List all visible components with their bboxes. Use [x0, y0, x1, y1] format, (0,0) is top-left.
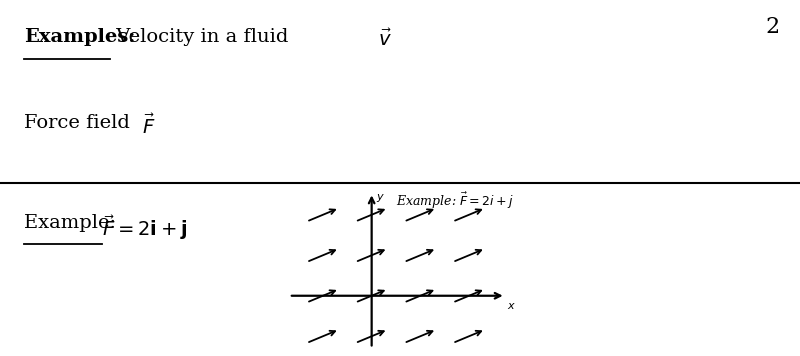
Text: $\vec{v}$: $\vec{v}$ — [378, 28, 392, 50]
Text: $\vec{F} = 2\mathbf{i} + \mathbf{j}$: $\vec{F} = 2\mathbf{i} + \mathbf{j}$ — [102, 214, 186, 242]
Text: $x$: $x$ — [507, 300, 516, 310]
Text: Example:: Example: — [24, 214, 122, 232]
Text: Examples:: Examples: — [24, 28, 135, 47]
Text: $\vec{F}$: $\vec{F}$ — [142, 114, 156, 138]
Text: Force field: Force field — [24, 114, 136, 132]
Text: 2: 2 — [766, 16, 780, 38]
Text: Velocity in a fluid: Velocity in a fluid — [110, 28, 295, 47]
Text: $y$: $y$ — [375, 193, 385, 204]
Text: Example: $\vec{F}=2i+j$: Example: $\vec{F}=2i+j$ — [396, 190, 514, 211]
